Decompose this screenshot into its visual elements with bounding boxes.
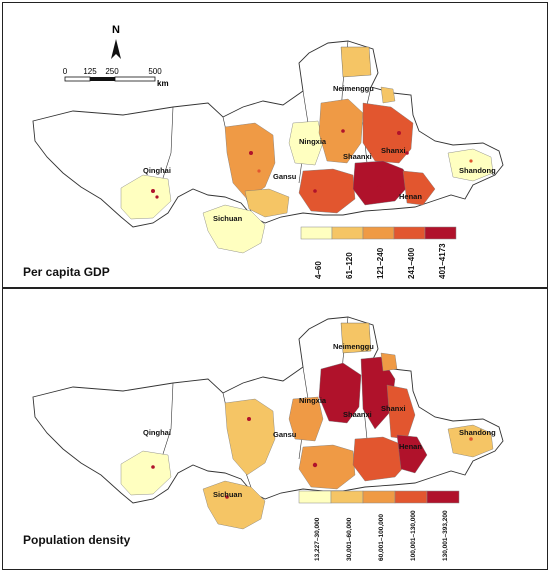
panel-title-population-density: Population density	[23, 533, 131, 547]
region-label-shaanxi: Shaanxi	[343, 152, 372, 161]
scale-unit: km	[157, 79, 169, 88]
region-label-gansu: Gansu	[273, 430, 297, 439]
panel-population-density: Qinghai Sichuan Gansu Ningxia Neimenggu …	[2, 288, 548, 570]
scale-tick-125: 125	[83, 67, 97, 76]
region-label-sichuan: Sichuan	[213, 490, 243, 499]
region-label-ningxia: Ningxia	[299, 396, 327, 405]
choropleth-per-capita-gdp	[120, 46, 494, 254]
panel-title-per-capita-gdp: Per capita GDP	[23, 265, 110, 279]
region-label-shanxi: Shanxi	[381, 146, 406, 155]
scale-tick-500: 500	[148, 67, 162, 76]
legend-label-2: 61–120	[345, 252, 354, 279]
legend-swatch-3	[362, 226, 395, 240]
scale-bar: 0 125 250 500 km	[63, 67, 169, 88]
legend-swatch-1	[300, 226, 333, 240]
scale-tick-250: 250	[105, 67, 119, 76]
legend-label-5: 130,001–393,200	[442, 510, 449, 561]
map-population-density: Qinghai Sichuan Gansu Ningxia Neimenggu …	[32, 316, 504, 561]
legend-label-3: 121–240	[376, 247, 385, 279]
legend-swatch-5	[426, 490, 460, 504]
legend-population-density: 13,227–30,000 30,001–60,000 60,001–100,0…	[298, 490, 460, 561]
legend-label-2: 30,001–60,000	[346, 517, 353, 561]
legend-label-1: 4–60	[314, 261, 323, 279]
legend-swatch-4	[393, 226, 426, 240]
region-label-shaanxi: Shaanxi	[343, 410, 372, 419]
region-label-neimenggu: Neimenggu	[333, 342, 374, 351]
legend-label-1: 13,227–30,000	[314, 517, 321, 561]
legend-swatch-3	[362, 490, 396, 504]
scale-tick-0: 0	[63, 67, 68, 76]
legend-swatch-2	[331, 226, 364, 240]
region-label-neimenggu: Neimenggu	[333, 84, 374, 93]
region-label-shanxi: Shanxi	[381, 404, 406, 413]
region-label-henan: Henan	[399, 442, 422, 451]
legend-label-4: 241–400	[407, 247, 416, 279]
legend-label-3: 60,001–100,000	[378, 514, 385, 561]
panel-per-capita-gdp: N 0 125 250 500 km	[2, 2, 548, 288]
map-per-capita-gdp: N 0 125 250 500 km	[32, 24, 504, 279]
legend-per-capita-gdp: 4–60 61–120 121–240 241–400 401–4173	[300, 226, 457, 279]
region-label-qinghai: Qinghai	[143, 166, 171, 175]
legend-swatch-1	[298, 490, 332, 504]
north-label: N	[112, 24, 120, 36]
region-label-shandong: Shandong	[459, 428, 496, 437]
region-label-sichuan: Sichuan	[213, 214, 243, 223]
legend-label-5: 401–4173	[438, 243, 447, 279]
region-label-ningxia: Ningxia	[299, 137, 327, 146]
region-label-henan: Henan	[399, 192, 422, 201]
legend-swatch-5	[424, 226, 457, 240]
legend-label-4: 100,001–130,000	[410, 510, 417, 561]
choropleth-population-density	[120, 322, 494, 530]
north-arrow-icon: N	[111, 24, 121, 59]
legend-swatch-2	[330, 490, 364, 504]
region-label-gansu: Gansu	[273, 172, 297, 181]
legend-swatch-4	[394, 490, 428, 504]
region-label-shandong: Shandong	[459, 166, 496, 175]
region-label-qinghai: Qinghai	[143, 428, 171, 437]
